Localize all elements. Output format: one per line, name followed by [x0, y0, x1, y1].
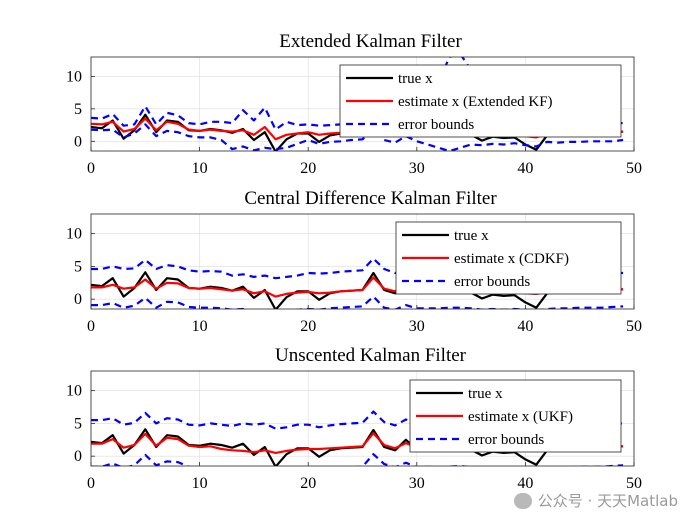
series-line-4 [91, 123, 624, 151]
x-tick-label: 40 [517, 318, 533, 335]
legend-label: true x [454, 228, 489, 244]
wechat-icon [513, 492, 532, 509]
x-tick-label: 10 [192, 475, 208, 492]
chart-title: Central Difference Kalman Filter [244, 188, 497, 209]
x-tick-label: 30 [409, 318, 425, 335]
chart-panel-1: 0 10 20 30 40 50 0 5 10 Extended Kalman Filter tru… [66, 31, 642, 177]
legend-label: true x [398, 71, 433, 87]
x-tick-label: 40 [517, 475, 533, 492]
y-tick-label: 5 [74, 415, 82, 432]
axes-box [90, 213, 635, 310]
y-tick-label: 0 [74, 133, 82, 150]
x-tick-label: 0 [87, 475, 95, 492]
x-tick-label: 20 [300, 475, 316, 492]
legend: true x estimate x (CDKF) error bounds [395, 221, 622, 295]
x-tick-label: 20 [300, 318, 316, 335]
x-tick-label: 0 [87, 318, 95, 335]
x-tick-label: 50 [626, 160, 642, 177]
x-tick-label: 30 [409, 475, 425, 492]
x-tick-label: 30 [409, 160, 425, 177]
chart-title: Extended Kalman Filter [279, 31, 462, 52]
legend: true x estimate x (UKF) error bounds [409, 379, 622, 453]
legend: true x estimate x (Extended KF) error boun… [339, 64, 622, 138]
y-tick-label: 5 [74, 258, 82, 275]
legend-label: estimate x (UKF) [468, 409, 573, 425]
series-line-4 [91, 295, 624, 309]
legend-label: error bounds [454, 274, 530, 290]
x-tick-label: 50 [626, 475, 642, 492]
y-tick-label: 10 [66, 226, 82, 243]
x-tick-label: 20 [300, 160, 316, 177]
y-tick-label: 5 [74, 101, 82, 118]
chart-panel-3: 0 10 20 30 40 50 0 5 10 Unscented Kalman Filter tr… [66, 345, 642, 492]
x-tick-label: 10 [192, 318, 208, 335]
legend-label: estimate x (CDKF) [454, 251, 569, 267]
x-tick-label: 40 [517, 160, 533, 177]
watermark: 公众号 · 天天Matlab [513, 490, 678, 511]
legend-label: error bounds [398, 117, 474, 133]
y-tick-label: 0 [74, 291, 82, 308]
y-tick-label: 10 [66, 68, 82, 85]
x-tick-label: 10 [192, 160, 208, 177]
axes-box [90, 56, 635, 152]
chart-title: Unscented Kalman Filter [275, 345, 467, 366]
chart-panel-2: 0 10 20 30 40 50 0 5 10 Central Difference Kalman… [66, 188, 642, 335]
y-tick-label: 0 [74, 448, 82, 465]
series-line-4 [91, 453, 624, 466]
axes-box [90, 370, 635, 467]
series-line-3 [91, 257, 624, 280]
x-tick-label: 0 [87, 160, 95, 177]
x-tick-label: 50 [626, 318, 642, 335]
legend-label: true x [468, 386, 503, 402]
legend-label: error bounds [468, 432, 544, 448]
y-tick-label: 10 [66, 383, 82, 400]
legend-label: estimate x (Extended KF) [398, 94, 553, 110]
watermark-text: 公众号 · 天天Matlab [537, 492, 678, 510]
